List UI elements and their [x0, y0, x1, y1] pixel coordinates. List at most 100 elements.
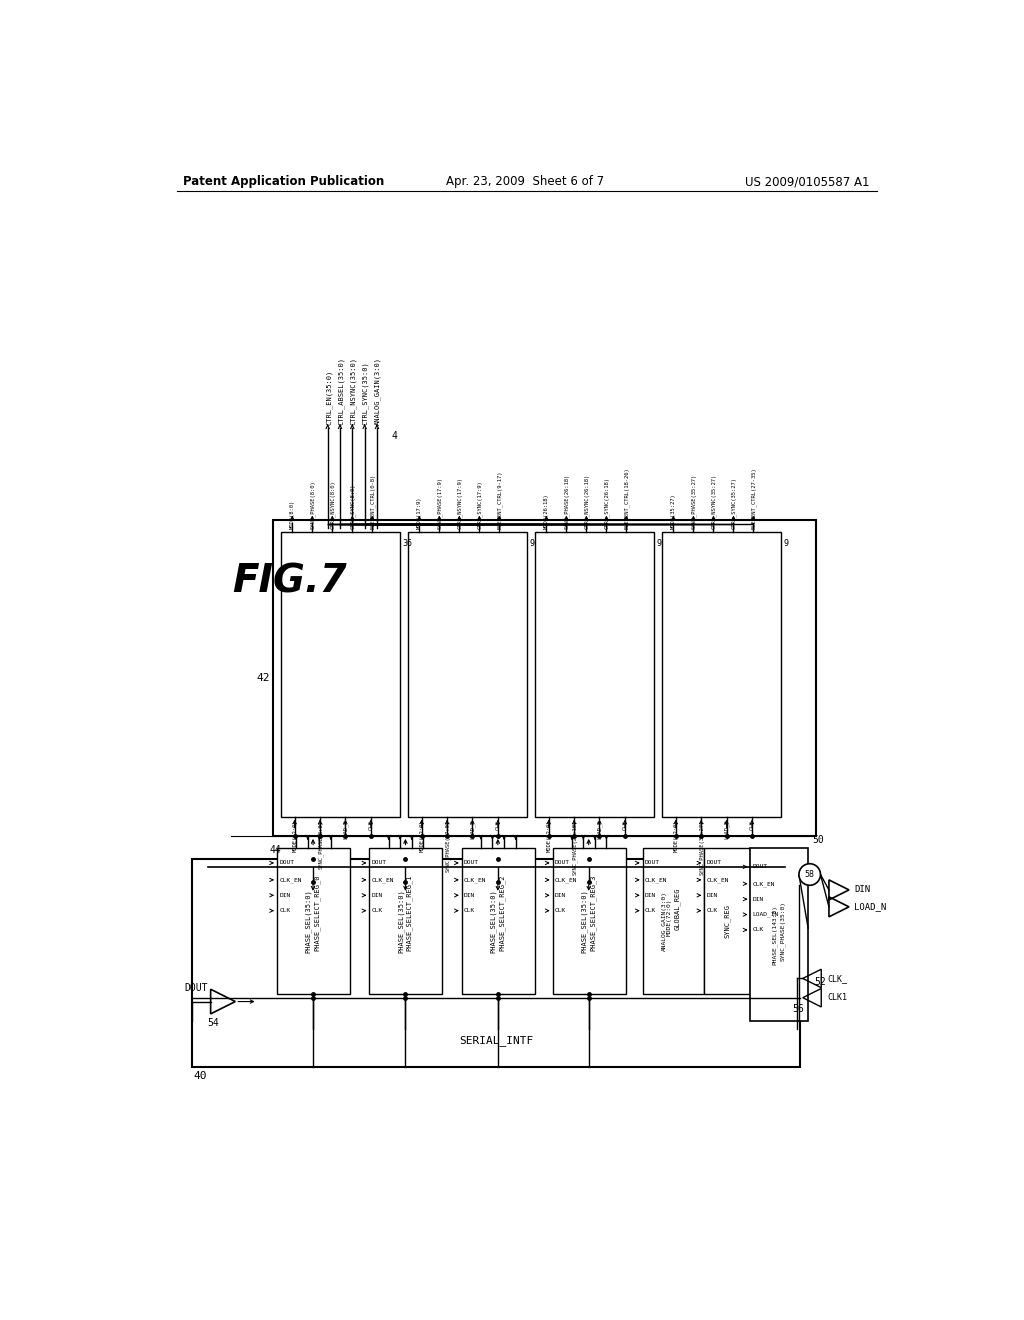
Text: 9: 9	[529, 539, 535, 548]
Text: LOAD_N: LOAD_N	[597, 820, 603, 840]
Text: CLK: CLK	[645, 908, 656, 913]
Text: PHASE_SELECT_REG_1: PHASE_SELECT_REG_1	[406, 875, 413, 952]
Text: 54: 54	[208, 1018, 219, 1028]
Text: CLK1: CLK1	[827, 993, 848, 1002]
Text: CLK: CLK	[623, 820, 628, 829]
Bar	[751, 847, 808, 1020]
Text: SYNC_PHASE(8:0): SYNC_PHASE(8:0)	[317, 820, 324, 869]
Text: LOAD_N: LOAD_N	[470, 820, 476, 840]
Text: 52: 52	[814, 977, 826, 987]
Text: SYNC_PHASE(17:9): SYNC_PHASE(17:9)	[444, 820, 451, 871]
Text: PHASE_SELECT_REG_2: PHASE_SELECT_REG_2	[499, 875, 505, 952]
Text: CLK: CLK	[753, 928, 764, 932]
Text: CLK: CLK	[464, 908, 475, 913]
Text: CTRL_NSYNC(8:0): CTRL_NSYNC(8:0)	[330, 480, 336, 529]
Text: DOUT: DOUT	[280, 861, 294, 866]
Text: 56: 56	[793, 1005, 805, 1014]
Text: MODE(35:27): MODE(35:27)	[671, 492, 676, 529]
Text: SYNC_REG: SYNC_REG	[724, 904, 731, 937]
Text: DOUT: DOUT	[184, 982, 208, 993]
Text: Apr. 23, 2009  Sheet 6 of 7: Apr. 23, 2009 Sheet 6 of 7	[445, 176, 604, 187]
Bar	[705, 847, 751, 994]
Text: MODE(72:0): MODE(72:0)	[292, 820, 297, 853]
Text: CLK: CLK	[372, 908, 383, 913]
Text: DOUT: DOUT	[753, 865, 768, 870]
Bar	[408, 532, 527, 817]
Text: CLK: CLK	[750, 820, 755, 829]
Text: DIN: DIN	[753, 896, 764, 902]
Text: PHASE_SEL(35:0): PHASE_SEL(35:0)	[581, 888, 588, 953]
Text: CLK: CLK	[496, 820, 501, 829]
Text: Patent Application Publication: Patent Application Publication	[183, 176, 384, 187]
Text: SYNC_PHASE(8:0): SYNC_PHASE(8:0)	[310, 480, 315, 529]
Text: 4: 4	[391, 430, 397, 441]
Text: CLK_EN: CLK_EN	[753, 880, 775, 887]
Text: 44: 44	[269, 845, 281, 855]
Bar	[662, 532, 781, 817]
Text: DOUT: DOUT	[555, 861, 569, 866]
Text: DIN: DIN	[280, 892, 291, 898]
Bar	[193, 859, 801, 1067]
Text: DOUT: DOUT	[707, 861, 722, 866]
Text: MODE(72:0): MODE(72:0)	[674, 820, 679, 853]
Text: MODE(17:9): MODE(17:9)	[417, 496, 422, 529]
Text: SYNC_PHASE(35:27): SYNC_PHASE(35:27)	[698, 820, 705, 875]
Bar	[643, 847, 705, 994]
Text: PHASE_SEL(35:0): PHASE_SEL(35:0)	[489, 888, 497, 953]
Text: CTRL_SYNC(17:9): CTRL_SYNC(17:9)	[477, 480, 482, 529]
Text: ELEMENT_CTRL(0-8): ELEMENT_CTRL(0-8)	[370, 474, 376, 529]
Text: ANALOG_GAIN(3:0): ANALOG_GAIN(3:0)	[375, 356, 381, 425]
Text: LOAD_N: LOAD_N	[343, 820, 349, 840]
Text: MODE(8:0): MODE(8:0)	[290, 499, 295, 529]
Text: DIN: DIN	[645, 892, 656, 898]
Text: CLK_EN: CLK_EN	[645, 876, 668, 883]
Text: CTRL_SYNC(35:0): CTRL_SYNC(35:0)	[362, 362, 369, 425]
Bar	[462, 847, 535, 994]
Text: CLK_EN: CLK_EN	[372, 876, 394, 883]
Text: LOAD_IN: LOAD_IN	[753, 912, 779, 917]
Text: CTRL_ABSEL(35:0): CTRL_ABSEL(35:0)	[338, 356, 344, 425]
Bar	[273, 520, 816, 836]
Text: CLK_EN: CLK_EN	[464, 876, 486, 883]
Text: MODE(72:0): MODE(72:0)	[419, 820, 424, 853]
Text: CTRL_SYNC(26:18): CTRL_SYNC(26:18)	[604, 477, 609, 529]
Text: CTRL_NSYNC(35:0): CTRL_NSYNC(35:0)	[350, 356, 356, 425]
Text: LOAD_N: LOAD_N	[724, 820, 730, 840]
Text: CLK_EN: CLK_EN	[555, 876, 578, 883]
Bar	[553, 847, 626, 994]
Text: SYNC_PHASE(35:0): SYNC_PHASE(35:0)	[780, 900, 785, 961]
Text: CLK_EN: CLK_EN	[707, 876, 729, 883]
Bar	[276, 847, 350, 994]
Text: PHASE_SEL(143:0): PHASE_SEL(143:0)	[771, 904, 777, 965]
Text: 40: 40	[194, 1072, 207, 1081]
Text: SYNC_PHASE(26:18): SYNC_PHASE(26:18)	[564, 474, 569, 529]
Text: CLK_EN: CLK_EN	[280, 876, 302, 883]
Text: MODE(72:0): MODE(72:0)	[547, 820, 551, 853]
Text: DIN: DIN	[555, 892, 566, 898]
Text: ELEMENT_CTRL(27-35): ELEMENT_CTRL(27-35)	[752, 467, 757, 529]
Text: 9: 9	[783, 539, 788, 548]
Text: SYNC_PHASE(35:27): SYNC_PHASE(35:27)	[691, 474, 696, 529]
Bar	[370, 847, 442, 994]
Text: PHASE_SEL(35:0): PHASE_SEL(35:0)	[305, 888, 311, 953]
Text: ELEMENT_CTRL(18-26): ELEMENT_CTRL(18-26)	[625, 467, 630, 529]
Text: SERIAL_INTF: SERIAL_INTF	[459, 1035, 534, 1045]
Text: PHASE_SELECT_REG_0: PHASE_SELECT_REG_0	[313, 875, 321, 952]
Text: ANALOG_GAIN(3:0): ANALOG_GAIN(3:0)	[662, 891, 667, 950]
Text: CTRL_SYNC(8:0): CTRL_SYNC(8:0)	[350, 483, 355, 529]
Text: LOAD_N: LOAD_N	[854, 903, 887, 911]
Text: CLK: CLK	[280, 908, 291, 913]
Text: 9: 9	[656, 539, 662, 548]
Text: DIN: DIN	[464, 892, 475, 898]
Text: SYNC_PHASE(26:18): SYNC_PHASE(26:18)	[571, 820, 578, 875]
Text: DOUT: DOUT	[464, 861, 479, 866]
Text: CTRL_NSYNC(17:9): CTRL_NSYNC(17:9)	[457, 477, 463, 529]
Text: SYNC_PHASE(17:9): SYNC_PHASE(17:9)	[437, 477, 442, 529]
Text: 58: 58	[805, 870, 815, 879]
Text: DIN: DIN	[854, 886, 870, 895]
Circle shape	[799, 863, 820, 886]
Text: CTRL_SYNC(35:27): CTRL_SYNC(35:27)	[731, 477, 737, 529]
Text: US 2009/0105587 A1: US 2009/0105587 A1	[745, 176, 869, 187]
Text: DOUT: DOUT	[645, 861, 659, 866]
Text: FIG.7: FIG.7	[232, 562, 347, 601]
